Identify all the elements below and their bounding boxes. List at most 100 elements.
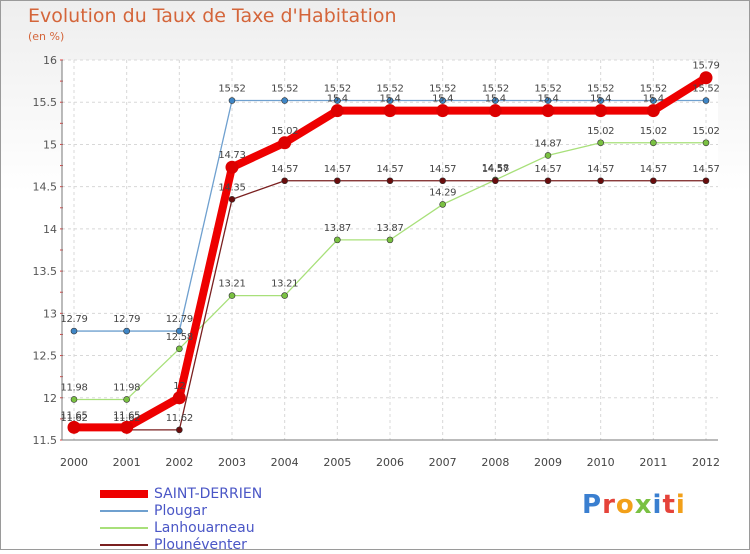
legend-swatch [100,510,148,512]
x-tick-label: 2009 [534,456,562,469]
data-point [488,104,502,118]
legend-label: Plounéventer [154,537,247,553]
data-label: 14.57 [482,164,509,175]
x-tick-label: 2008 [481,456,509,469]
data-point [439,97,446,104]
data-point [281,292,288,299]
data-label: 14.57 [376,164,403,175]
data-label: 15.02 [587,126,614,137]
y-tick-label: 12 [43,392,57,405]
logo-letter: t [662,490,676,520]
data-label: 15.52 [482,84,509,95]
data-label: 13.87 [324,223,351,234]
data-point [650,177,657,185]
data-point [225,160,239,174]
data-point [594,104,608,118]
data-point [597,139,604,147]
data-label: 14.57 [587,164,614,175]
data-point [699,71,713,85]
data-label: 14.57 [271,164,298,175]
y-tick-label: 14 [43,223,57,236]
data-label: 13.21 [271,279,298,290]
data-label: 14.73 [218,150,245,161]
data-label: 11.98 [113,382,140,393]
data-point [436,104,450,118]
legend-label: SAINT-DERRIEN [154,486,263,502]
data-label: 15.52 [534,84,561,95]
data-point [544,97,552,104]
data-label: 12.79 [166,314,193,325]
data-point [492,177,499,185]
data-label: 15.52 [587,84,614,95]
y-tick-label: 15 [43,138,57,151]
data-point [541,104,555,118]
data-label: 11.98 [60,382,87,393]
data-point [334,177,341,185]
logo-letter: r [602,490,616,520]
data-label: 12 [173,381,185,392]
data-point [70,327,78,335]
data-label: 14.57 [640,164,667,175]
data-point [544,152,552,159]
x-tick-label: 2002 [165,456,193,469]
data-label: 15.52 [271,84,298,95]
logo-letter: i [675,490,686,520]
data-point [330,104,344,118]
data-point [176,426,183,434]
data-point [228,292,236,299]
legend-swatch [100,544,148,546]
x-tick-label: 2007 [429,456,457,469]
x-tick-label: 2004 [271,456,299,469]
legend-label: Lanhouarneau [154,520,255,536]
data-point [492,97,499,104]
data-label: 15.4 [327,94,348,105]
data-label: 11.62 [60,413,87,424]
data-label: 15.4 [379,94,400,105]
x-tick-label: 2012 [692,456,720,469]
data-label: 11.65 [113,410,140,421]
data-label: 11.65 [60,410,87,421]
data-label: 14.58 [482,163,509,174]
data-label: 15.02 [271,126,298,137]
data-point [334,236,341,244]
x-tick-label: 2005 [323,456,351,469]
data-point [176,345,183,353]
data-point [597,177,604,185]
data-point [439,177,446,185]
data-point [334,97,341,104]
legend-swatch [100,527,148,529]
data-label: 12.79 [113,314,140,325]
legend-swatch [100,490,148,498]
data-label: 15.52 [218,84,245,95]
logo-letter: P [582,490,603,520]
data-point [228,196,236,203]
x-tick-label: 2001 [113,456,141,469]
data-point [176,327,183,335]
plot-area [62,60,718,440]
data-label: 15.52 [640,84,667,95]
data-point [123,327,130,335]
data-point [386,236,394,244]
data-label: 12.58 [166,332,193,343]
data-point [650,139,657,147]
data-point [646,104,660,118]
x-tick-label: 2010 [587,456,615,469]
data-label: 14.35 [218,182,245,193]
data-point [123,396,130,403]
data-point [120,420,134,434]
data-label: 13.21 [218,279,245,290]
data-label: 15.4 [643,94,664,105]
data-point [544,177,552,185]
y-tick-label: 11.5 [33,434,58,447]
data-label: 15.4 [537,94,558,105]
data-label: 15.4 [485,94,506,105]
y-tick-label: 15.5 [33,96,58,109]
y-tick-label: 13 [43,307,57,320]
data-label: 12.79 [60,314,87,325]
data-point [439,201,446,208]
chart-subtitle: (en %) [28,30,65,43]
data-label: 15.52 [692,84,719,95]
data-point [702,97,710,104]
data-label: 15.52 [429,84,456,95]
